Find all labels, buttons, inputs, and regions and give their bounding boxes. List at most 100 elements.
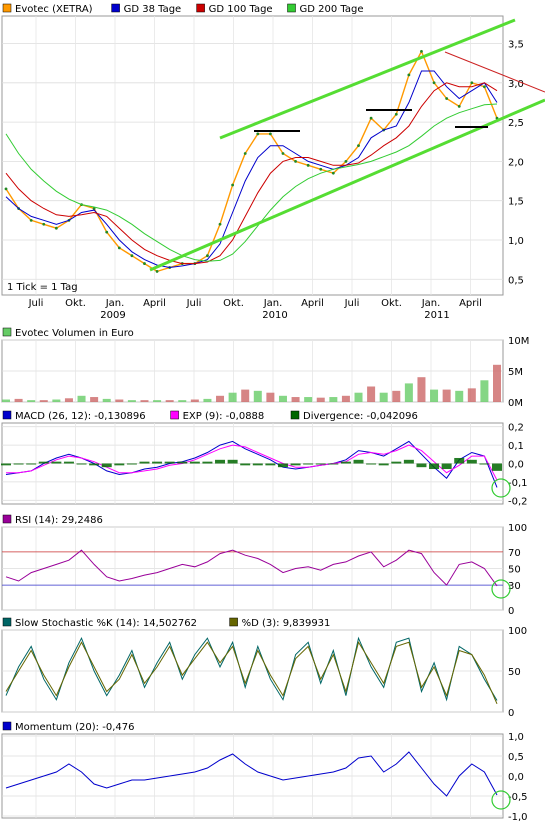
divergence-bar: [328, 463, 339, 465]
divergence-bar: [290, 463, 301, 466]
volume-bar: [52, 399, 61, 402]
legend-swatch: [287, 3, 296, 13]
volume-bar: [417, 377, 426, 402]
legend-swatch: [2, 410, 12, 420]
legend-label: Evotec Volumen in Euro: [15, 328, 134, 339]
y-tick-label: -1,0: [508, 812, 528, 823]
x-tick-label: April: [459, 298, 482, 309]
legend-label: Divergence: -0,042096: [303, 411, 418, 422]
legend-label: Evotec (XETRA): [15, 4, 93, 15]
divergence-bar: [416, 463, 427, 468]
y-tick-label: -0,2: [508, 496, 528, 507]
divergence-bar: [315, 463, 326, 465]
divergence-bar: [227, 459, 238, 464]
x-tick-label: Okt.: [381, 298, 402, 309]
divergence-bar: [378, 463, 389, 466]
y-tick-label: 0,0: [508, 772, 524, 783]
panel-macd: MACD (26, 12): -0,130896 EXP (9): -0,0888…: [1, 410, 528, 507]
y-tick-label: 0: [508, 708, 514, 719]
price-point: [445, 97, 449, 100]
price-point: [231, 183, 235, 187]
legend-label: MACD (26, 12): -0,130896: [15, 411, 146, 422]
divergence-bar: [265, 463, 276, 466]
price-point: [470, 81, 474, 85]
price-point: [218, 222, 222, 226]
x-tick-label: Juli: [186, 298, 202, 309]
panel-rsi: RSI (14): 29,2486 100 70 50 30 0: [1, 514, 527, 617]
x-year-label: 2010: [262, 310, 287, 321]
price-point: [143, 262, 146, 265]
volume-bar: [392, 390, 401, 402]
legend-swatch: [2, 721, 12, 731]
trend-channel-lower: [149, 98, 545, 272]
price-point: [319, 167, 323, 171]
x-tick-label: April: [301, 298, 324, 309]
volume-bar: [241, 389, 250, 402]
divergence-bar: [492, 463, 502, 471]
legend-swatch: [170, 410, 179, 420]
highlight-circle: [491, 478, 511, 498]
divergence-bar: [277, 463, 288, 468]
y-tick-label: 0,5: [508, 752, 524, 763]
series-line: [5, 549, 498, 587]
divergence-bar: [240, 463, 251, 466]
price-point: [155, 270, 159, 273]
panel-stochastic: Slow Stochastic %K (14): 14,502762 %D (3)…: [1, 617, 527, 719]
y-tick-label: 0: [508, 606, 514, 617]
series-line: [5, 751, 498, 797]
highlight-circle: [491, 790, 511, 810]
series-line: [6, 444, 498, 481]
price-point: [42, 222, 46, 226]
legend-swatch: [229, 617, 238, 627]
y-tick-label: 0,1: [508, 441, 524, 452]
volume-bar: [493, 364, 501, 402]
y-tick-label: -0,1: [508, 478, 528, 489]
price-point: [369, 116, 373, 120]
legend-label: EXP (9): -0,0888: [183, 411, 265, 422]
y-tick-label: 0,2: [508, 423, 524, 434]
volume-bar: [291, 397, 300, 402]
x-tick-label: Okt.: [223, 298, 244, 309]
price-point: [483, 85, 486, 89]
divergence-bar: [429, 463, 440, 470]
price-point: [92, 207, 96, 210]
y-tick-label: 100: [508, 626, 527, 637]
x-tick-label: Juli: [28, 298, 44, 309]
price-point: [306, 163, 310, 167]
y-tick-label: 2,5: [508, 118, 524, 129]
divergence-bar: [189, 461, 200, 464]
price-point: [344, 159, 348, 163]
highlight-circle: [491, 579, 511, 599]
panel-momentum: Momentum (20): -0,476 1,0 0,5 0,0 -0,5 -1,0: [1, 721, 528, 823]
y-tick-label: -0,5: [508, 792, 528, 803]
x-tick-label: Okt.: [65, 298, 86, 309]
x-tick-label: Juli: [344, 298, 360, 309]
y-tick-label: 50: [508, 565, 521, 576]
y-tick-label: 3,0: [508, 79, 524, 90]
divergence-bar: [366, 463, 377, 465]
volume-bar: [140, 400, 149, 402]
y-tick-label: 100: [508, 523, 527, 534]
volume-bar: [467, 388, 476, 402]
volume-bar: [64, 398, 73, 402]
volume-bar: [304, 397, 313, 402]
volume-bar: [341, 395, 350, 402]
volume-bar: [228, 392, 237, 402]
volume-bar: [27, 400, 36, 402]
divergence-bar: [13, 463, 24, 465]
divergence-bar: [391, 461, 402, 464]
volume-bar: [2, 399, 10, 402]
volume-bar: [178, 400, 187, 402]
volume-bar: [278, 395, 287, 402]
divergence-bar: [1, 463, 11, 466]
series-line: [5, 103, 498, 262]
divergence-bar: [177, 461, 188, 464]
divergence-bar: [164, 461, 175, 464]
y-tick-label: 50: [508, 667, 521, 678]
divergence-bar: [38, 461, 49, 464]
volume-bar: [153, 400, 162, 402]
y-tick-label: 70: [508, 548, 521, 559]
legend-label: GD 100 Tage: [209, 4, 273, 15]
volume-bar: [115, 399, 124, 402]
divergence-bar: [215, 459, 226, 464]
